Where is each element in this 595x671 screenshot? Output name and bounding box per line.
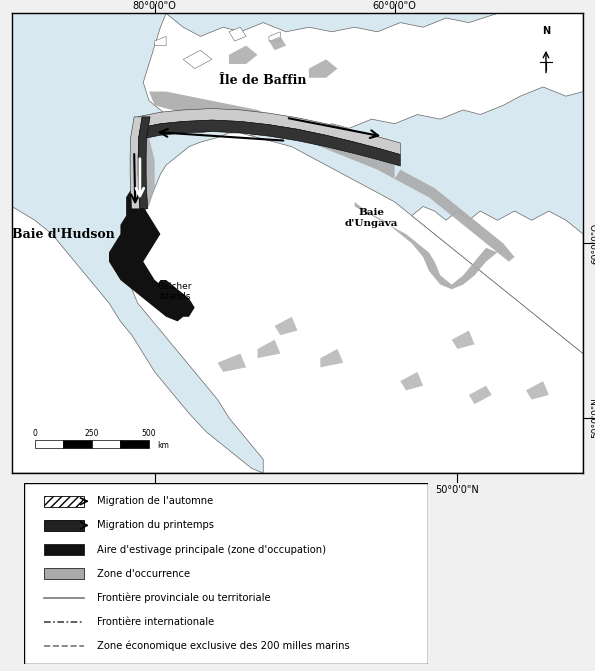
Text: Frontière provinciale ou territoriale: Frontière provinciale ou territoriale bbox=[96, 592, 270, 603]
Polygon shape bbox=[355, 202, 497, 289]
Polygon shape bbox=[132, 138, 155, 211]
Text: Île de Baffin: Île de Baffin bbox=[220, 74, 307, 87]
Polygon shape bbox=[137, 109, 400, 154]
Polygon shape bbox=[452, 331, 475, 349]
Polygon shape bbox=[229, 28, 246, 41]
Text: Migration du printemps: Migration du printemps bbox=[96, 521, 214, 530]
Text: 50°0'0"N: 50°0'0"N bbox=[591, 397, 595, 438]
Text: Migration de l'automne: Migration de l'automne bbox=[96, 497, 213, 506]
Polygon shape bbox=[130, 117, 142, 209]
Bar bbox=[120, 440, 149, 448]
Polygon shape bbox=[526, 381, 549, 399]
Polygon shape bbox=[155, 280, 195, 317]
Polygon shape bbox=[109, 188, 183, 321]
Text: 0: 0 bbox=[32, 429, 37, 437]
Text: km: km bbox=[158, 442, 170, 450]
Bar bbox=[35, 440, 63, 448]
Text: Zone d'occurrence: Zone d'occurrence bbox=[96, 569, 190, 578]
Text: Baie
d'Ungava: Baie d'Ungava bbox=[345, 208, 399, 227]
Polygon shape bbox=[309, 59, 337, 78]
Text: Baie d'Hudson: Baie d'Hudson bbox=[12, 227, 115, 240]
Polygon shape bbox=[269, 32, 280, 41]
Polygon shape bbox=[320, 349, 343, 367]
Text: 80°0'0"O: 80°0'0"O bbox=[133, 484, 177, 495]
Text: 500: 500 bbox=[142, 429, 156, 437]
Polygon shape bbox=[275, 317, 298, 335]
Text: 50°0'0"N: 50°0'0"N bbox=[436, 484, 480, 495]
Polygon shape bbox=[149, 91, 394, 179]
Polygon shape bbox=[155, 36, 166, 46]
Polygon shape bbox=[269, 36, 286, 50]
Text: N: N bbox=[542, 26, 550, 36]
Bar bbox=[44, 544, 84, 555]
Text: Zone économique exclusive des 200 milles marins: Zone économique exclusive des 200 milles… bbox=[96, 641, 349, 652]
Text: 80°0'0"O: 80°0'0"O bbox=[133, 1, 177, 11]
Polygon shape bbox=[218, 354, 246, 372]
Text: 60°0'0"O: 60°0'0"O bbox=[591, 223, 595, 264]
Bar bbox=[92, 440, 120, 448]
Polygon shape bbox=[412, 207, 583, 354]
Text: 250: 250 bbox=[84, 429, 99, 437]
Text: 60°0'0"O: 60°0'0"O bbox=[372, 1, 416, 11]
Polygon shape bbox=[137, 120, 400, 166]
Bar bbox=[63, 440, 92, 448]
Bar bbox=[44, 520, 84, 531]
Polygon shape bbox=[469, 386, 491, 404]
Bar bbox=[44, 568, 84, 579]
Polygon shape bbox=[126, 133, 583, 473]
Polygon shape bbox=[143, 13, 583, 138]
Polygon shape bbox=[258, 340, 280, 358]
Polygon shape bbox=[394, 170, 515, 262]
Polygon shape bbox=[12, 207, 263, 473]
Polygon shape bbox=[138, 117, 150, 209]
Polygon shape bbox=[400, 372, 423, 391]
Text: Belcher
Islands: Belcher Islands bbox=[158, 282, 192, 301]
Text: Frontière internationale: Frontière internationale bbox=[96, 617, 214, 627]
Bar bbox=[44, 496, 84, 507]
Text: Aire d'estivage principale (zone d'occupation): Aire d'estivage principale (zone d'occup… bbox=[96, 545, 325, 554]
Polygon shape bbox=[229, 46, 258, 64]
Polygon shape bbox=[183, 50, 212, 68]
